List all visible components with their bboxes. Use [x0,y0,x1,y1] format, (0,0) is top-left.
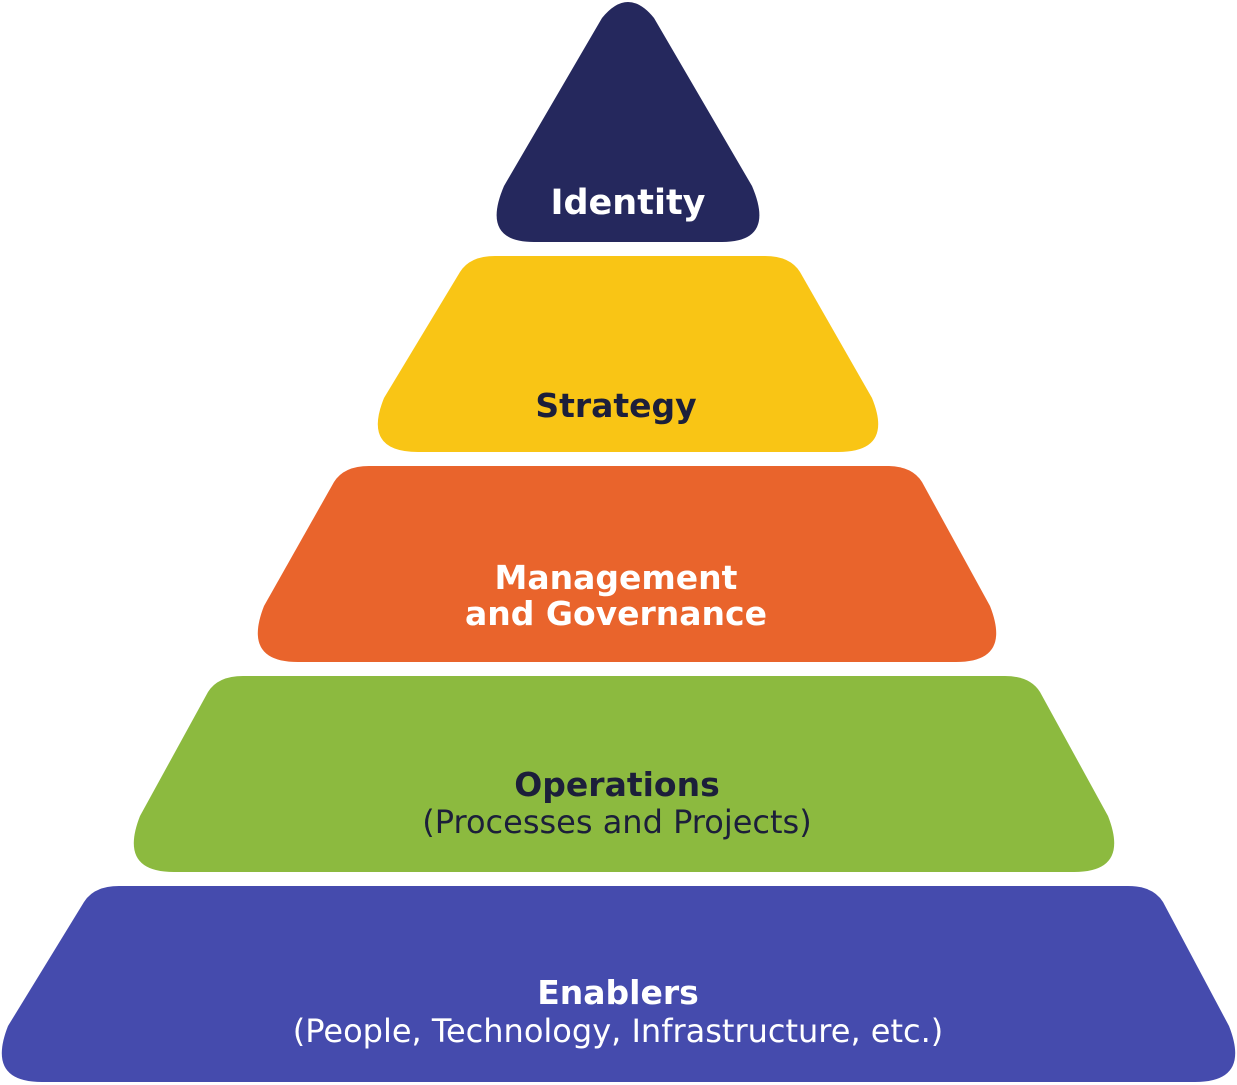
tier-operations-sublabel: (Processes and Projects) [422,803,811,841]
tier-strategy-shape [377,256,879,452]
tier-management-governance-shape [257,466,997,662]
tier-operations: Operations (Processes and Projects) [133,676,1115,872]
tier-enablers-sublabel: (People, Technology, Infrastructure, etc… [293,1012,944,1050]
tier-identity-shape [496,2,760,242]
tier-operations-shape [133,676,1115,872]
tier-enablers-label: Enablers [537,973,699,1012]
tier-operations-label: Operations [514,765,720,804]
tier-governance-label: and Governance [465,594,767,633]
tier-strategy: Strategy [377,256,879,452]
tier-management-governance: Management and Governance [257,466,997,662]
tier-management-label: Management [495,558,738,597]
tier-identity-label: Identity [550,183,705,223]
tier-enablers-shape [1,886,1236,1082]
tier-strategy-label: Strategy [535,386,696,425]
tier-identity: Identity [496,2,760,242]
tier-enablers: Enablers (People, Technology, Infrastruc… [1,886,1236,1082]
